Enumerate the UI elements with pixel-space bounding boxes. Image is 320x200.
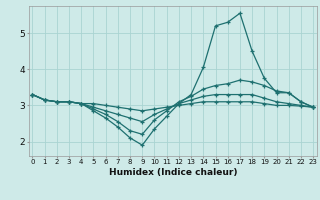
X-axis label: Humidex (Indice chaleur): Humidex (Indice chaleur): [108, 168, 237, 177]
